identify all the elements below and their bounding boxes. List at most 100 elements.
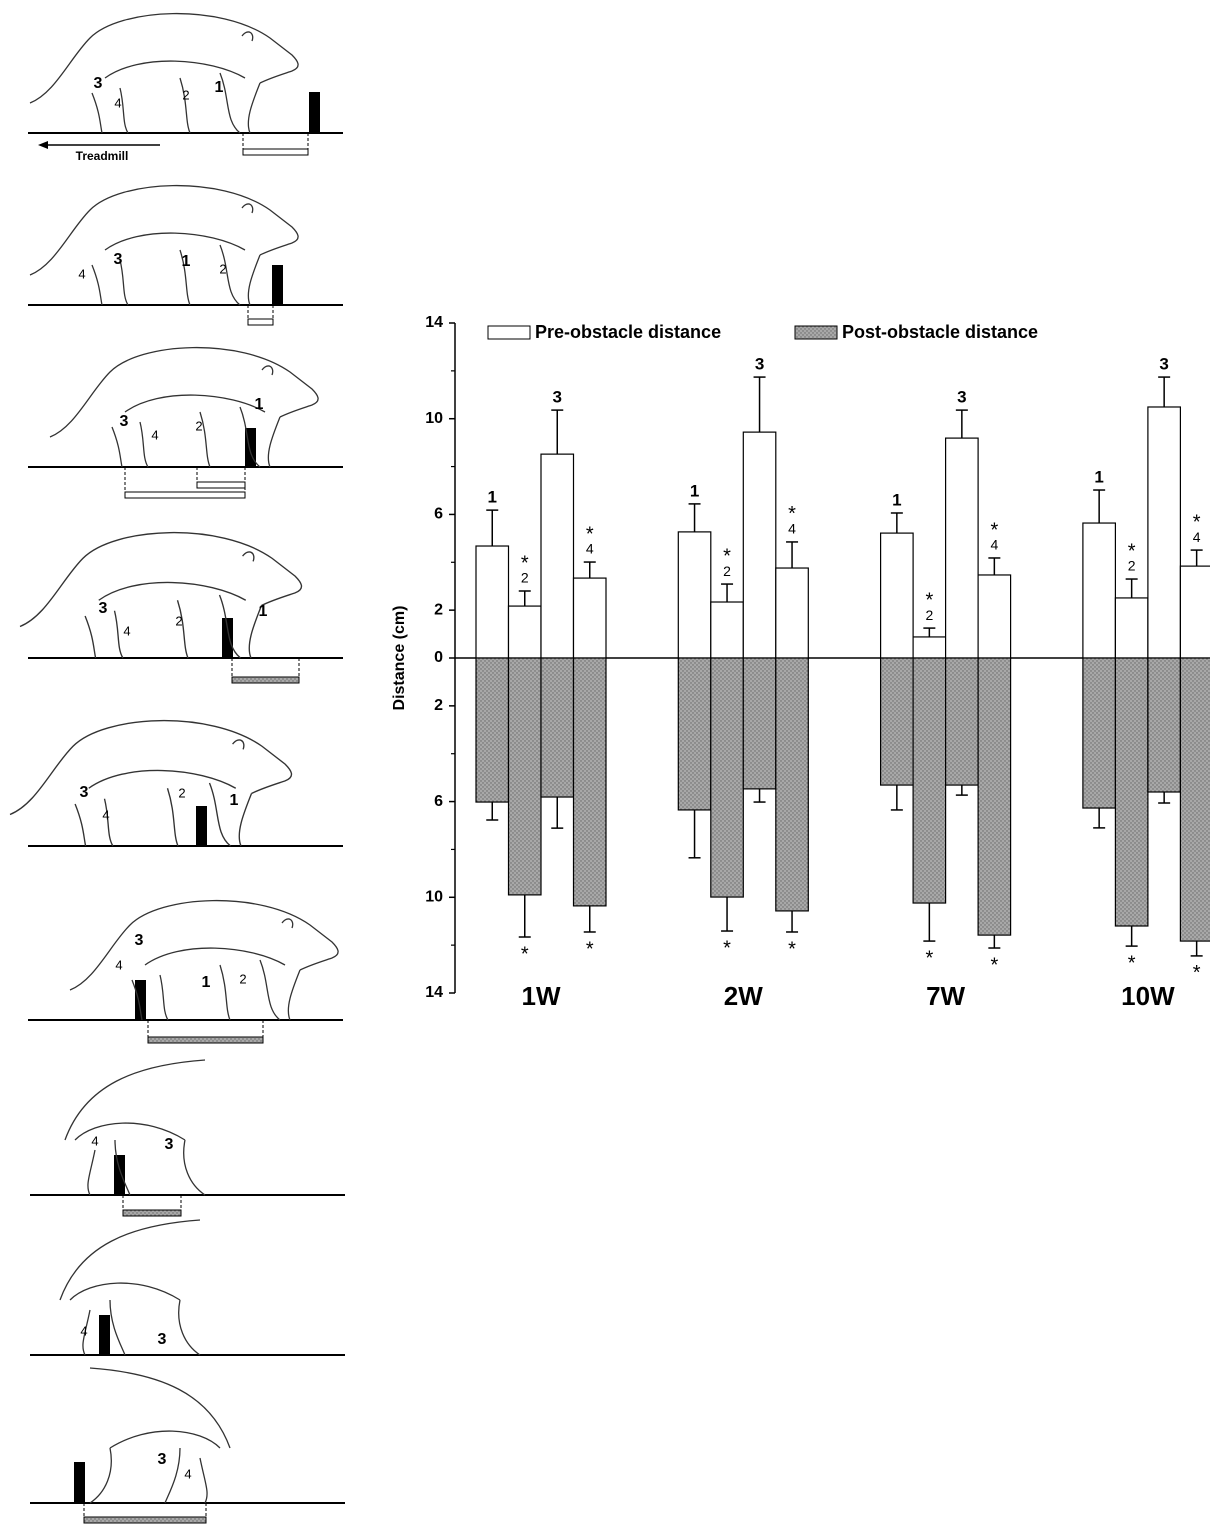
limb-label: 1	[1094, 468, 1103, 487]
obstacle	[222, 618, 233, 658]
limb-label: 3	[158, 1331, 167, 1348]
limb-label: 1	[488, 488, 497, 507]
limb-label: 1	[690, 481, 699, 500]
obstacle	[74, 1462, 85, 1503]
y-tick-label: 2	[434, 697, 443, 714]
bar	[743, 658, 776, 789]
significance-marker: *	[723, 937, 731, 959]
step-bar	[197, 482, 245, 488]
bar	[978, 658, 1011, 935]
y-tick-label: 6	[434, 506, 443, 523]
y-tick-label: 10	[425, 410, 443, 427]
bar	[946, 658, 979, 785]
y-tick-label: 14	[425, 314, 443, 331]
bar	[946, 438, 979, 658]
rat-outline	[65, 1060, 205, 1195]
limb-label: 3	[158, 1451, 167, 1468]
significance-marker: *	[990, 519, 998, 541]
rat-outline	[20, 533, 301, 658]
obstacle	[99, 1315, 110, 1355]
limb-label: 2	[175, 613, 182, 628]
y-tick-label: 6	[434, 793, 443, 810]
obstacle	[309, 92, 320, 133]
y-axis-label: Distance (cm)	[391, 606, 408, 711]
step-bar	[125, 492, 245, 498]
obstacle	[114, 1155, 125, 1195]
legend-swatch	[488, 326, 530, 339]
significance-marker: *	[723, 545, 731, 567]
limb-label: 3	[94, 75, 103, 92]
bar	[711, 602, 744, 658]
bar	[541, 454, 574, 658]
limb-label: 4	[151, 427, 158, 442]
limb-label: 1	[230, 792, 239, 809]
step-bar-hatched	[232, 677, 299, 683]
rat-outline	[30, 14, 298, 133]
significance-marker: *	[1128, 952, 1136, 974]
significance-marker: *	[521, 552, 529, 574]
bar	[1180, 566, 1210, 658]
bar	[541, 658, 574, 797]
limb-label: 3	[80, 784, 89, 801]
significance-marker: *	[788, 938, 796, 960]
limb-label: 3	[114, 251, 123, 268]
bar	[678, 658, 711, 810]
limb-label: 3	[135, 932, 144, 949]
rat-outline	[90, 1368, 230, 1503]
legend-swatch	[795, 326, 837, 339]
limb-label: 3	[553, 388, 562, 407]
limb-label: 1	[892, 490, 901, 509]
bar	[509, 606, 542, 658]
bar	[574, 578, 607, 658]
bar	[476, 658, 509, 802]
bar	[978, 575, 1011, 658]
limb-label: 4	[102, 807, 109, 822]
y-tick-label: 14	[425, 984, 443, 1001]
significance-marker: *	[1193, 511, 1201, 533]
significance-marker: *	[925, 589, 933, 611]
legend-label: Pre-obstacle distance	[535, 322, 721, 342]
x-tick-label: 2W	[724, 981, 763, 1011]
step-bar-hatched	[123, 1210, 181, 1216]
bar	[881, 533, 914, 658]
limb-label: 3	[120, 413, 129, 430]
limb-label: 1	[259, 603, 268, 620]
step-bar	[248, 319, 273, 325]
limb-label: 3	[1159, 355, 1168, 374]
obstacle	[196, 806, 207, 846]
bar	[1180, 658, 1210, 941]
significance-marker: *	[788, 503, 796, 525]
bar	[1115, 598, 1148, 658]
limb-label: 1	[202, 974, 211, 991]
rat-outline	[30, 186, 298, 305]
x-tick-label: 10W	[1121, 981, 1175, 1011]
limb-label: 4	[78, 266, 85, 281]
bar	[1115, 658, 1148, 926]
treadmill-arrowhead	[38, 141, 48, 149]
significance-marker: *	[521, 943, 529, 965]
bar	[1148, 407, 1181, 658]
x-tick-label: 1W	[522, 981, 561, 1011]
bar	[913, 637, 946, 658]
limb-label: 4	[114, 95, 121, 110]
limb-label: 2	[239, 971, 246, 986]
significance-marker: *	[990, 954, 998, 976]
limb-label: 1	[182, 253, 191, 270]
bar	[743, 432, 776, 658]
x-tick-label: 7W	[926, 981, 965, 1011]
rat-outline	[50, 348, 318, 467]
limb-label: 2	[178, 785, 185, 800]
limb-label: 3	[165, 1136, 174, 1153]
significance-marker: *	[586, 523, 594, 545]
limb-label: 1	[215, 79, 224, 96]
bar	[1148, 658, 1181, 792]
bar	[574, 658, 607, 906]
bar	[1083, 658, 1116, 808]
limb-label: 4	[80, 1323, 87, 1338]
bar	[678, 532, 711, 658]
bar	[509, 658, 542, 895]
limb-label: 2	[219, 261, 226, 276]
step-bar-hatched	[84, 1517, 206, 1523]
